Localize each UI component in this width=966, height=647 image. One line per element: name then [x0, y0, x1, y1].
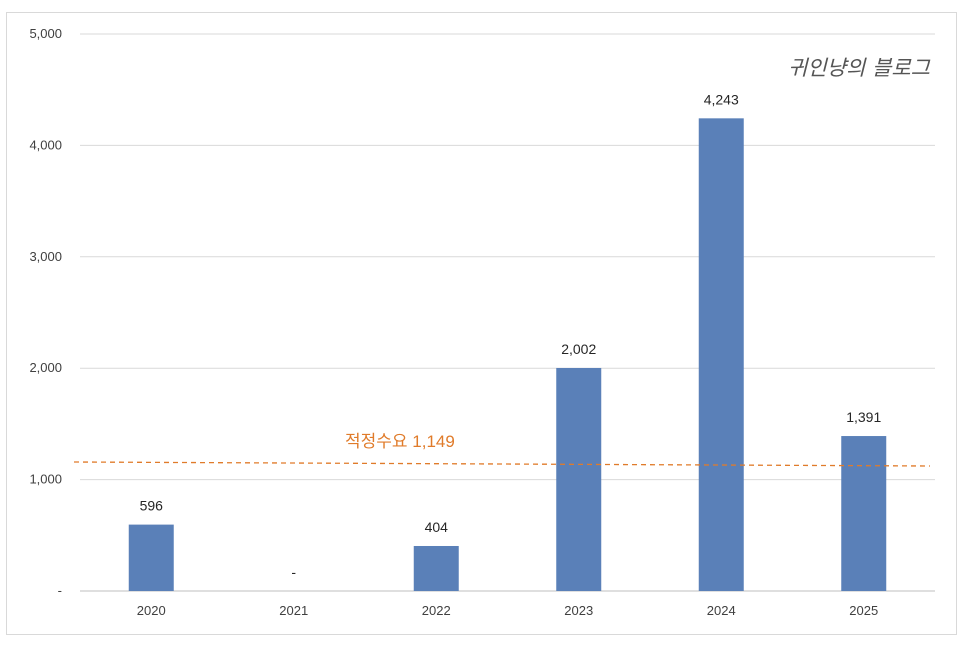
y-tick-label: 2,000 [29, 360, 62, 375]
data-label: 1,391 [846, 409, 881, 425]
bar [841, 436, 887, 591]
y-tick-label: 4,000 [29, 137, 62, 152]
bar [556, 367, 602, 591]
x-tick-label: 2024 [707, 603, 736, 618]
x-tick-label: 2020 [137, 603, 166, 618]
bar [413, 545, 459, 591]
data-label: - [291, 564, 296, 580]
x-tick-label: 2021 [279, 603, 308, 618]
x-axis: 2020 2021 2022 2023 2024 2025 [137, 603, 878, 618]
y-axis: - 1,000 2,000 3,000 4,000 5,000 [29, 26, 62, 598]
y-tick-label: 1,000 [29, 472, 62, 487]
data-label: 404 [425, 519, 449, 535]
gridlines [80, 33, 935, 592]
data-label: 4,243 [704, 91, 739, 107]
reference-line-label: 적정수요 1,149 [345, 432, 455, 451]
bar [128, 524, 174, 591]
data-label: 2,002 [561, 341, 596, 357]
y-tick-label: 3,000 [29, 249, 62, 264]
x-tick-label: 2025 [849, 603, 878, 618]
y-tick-label: 5,000 [29, 26, 62, 41]
blog-watermark: 귀인냥의 블로그 [788, 56, 931, 80]
x-tick-label: 2023 [564, 603, 593, 618]
bars [128, 118, 887, 591]
x-tick-label: 2022 [422, 603, 451, 618]
data-labels: 596 - 404 2,002 4,243 1,391 [140, 91, 882, 580]
data-label: 596 [140, 498, 164, 514]
y-tick-label: - [58, 583, 62, 598]
bar [698, 118, 744, 591]
reference-line [73, 461, 931, 467]
